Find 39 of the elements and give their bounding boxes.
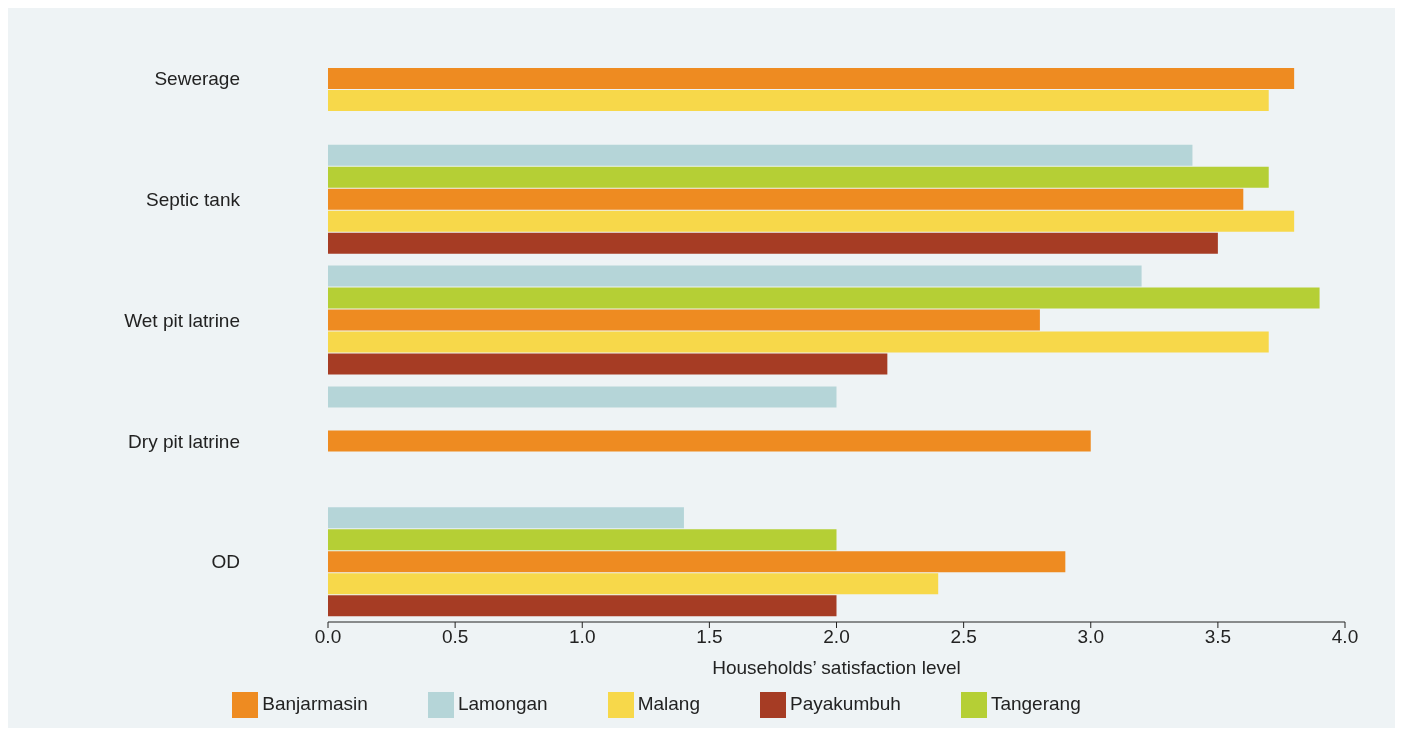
x-tick-label: 3.0 <box>1077 626 1104 648</box>
x-tick-label: 3.5 <box>1204 626 1232 648</box>
bar <box>328 551 1066 573</box>
x-tick-label: 1.0 <box>569 626 596 648</box>
legend-label: Tangerang <box>990 693 1081 715</box>
bar <box>328 265 1142 287</box>
bar <box>328 386 837 408</box>
x-tick-label: 0.5 <box>441 626 469 648</box>
y-tick-label: Dry pit latrine <box>128 430 240 452</box>
legend-label: Malang <box>637 693 701 715</box>
y-tick-label: OD <box>211 551 240 573</box>
x-tick-label: 1.5 <box>696 626 723 648</box>
bar <box>328 529 837 551</box>
bar <box>328 232 1218 254</box>
bar <box>328 166 1269 188</box>
x-tick-label: 4.0 <box>1331 626 1359 648</box>
x-tick-label: 0.0 <box>314 626 342 648</box>
y-tick-label: Wet pit latrine <box>124 309 240 331</box>
legend-label: Lamongan <box>457 693 548 715</box>
bar <box>328 144 1193 166</box>
x-tick-label: 2.0 <box>823 626 850 648</box>
bar <box>328 573 939 595</box>
y-tick-label: Sewerage <box>154 68 240 90</box>
bar <box>328 210 1295 232</box>
x-axis-title: Households’ satisfaction level <box>712 657 961 678</box>
legend-label: Payakumbuh <box>790 693 901 715</box>
bar <box>328 430 1091 452</box>
bar <box>328 309 1040 331</box>
bar <box>328 90 1269 111</box>
bar <box>328 595 837 617</box>
y-tick-label: Septic tank <box>146 188 241 210</box>
bar <box>328 188 1244 210</box>
bar <box>328 353 888 375</box>
bar <box>328 68 1295 89</box>
legend-label: Banjarmasin <box>262 693 368 715</box>
bar <box>328 287 1320 309</box>
x-tick-label: 2.5 <box>950 626 977 648</box>
bar <box>328 331 1269 353</box>
bar <box>328 507 684 529</box>
